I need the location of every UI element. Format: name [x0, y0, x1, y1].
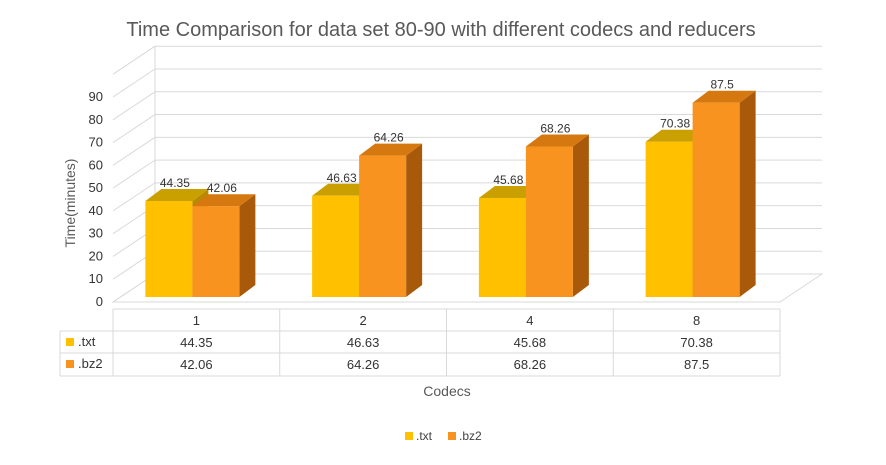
gridline-side — [112, 114, 156, 143]
gridline-side — [112, 91, 156, 121]
bar-bz2-2 — [359, 155, 407, 297]
chart-title: Time Comparison for data set 80-90 with … — [126, 19, 755, 41]
table-cell: 45.68 — [514, 335, 547, 350]
bar-txt-2 — [312, 195, 360, 297]
table-cell: 70.38 — [680, 335, 713, 350]
table-cell: 87.5 — [684, 357, 709, 372]
table-series-name: .bz2 — [78, 356, 103, 371]
data-label: 87.5 — [710, 78, 734, 92]
y-tick-label: 10 — [89, 271, 103, 286]
data-label: 42.06 — [207, 181, 237, 195]
data-label: 44.35 — [160, 176, 190, 190]
gridline-side — [112, 136, 156, 166]
data-labels: 44.35 42.06 46.63 64.26 45.68 68.26 70.38 87.5 — [160, 78, 734, 196]
legend-key-bz2 — [448, 432, 456, 440]
y-axis-label: Time(minutes) — [62, 159, 78, 248]
legend-key-txt — [405, 432, 413, 440]
bar-bz2-4 — [525, 146, 573, 297]
y-tick-label: 60 — [89, 157, 103, 172]
table-cell: 46.63 — [347, 335, 380, 350]
y-tick-label: 80 — [89, 112, 103, 127]
legend-label: .bz2 — [459, 429, 482, 443]
legend: .txt .bz2 — [405, 429, 482, 443]
y-tick-label: 50 — [89, 180, 103, 195]
data-label: 68.26 — [540, 122, 570, 136]
bar-bz2-8 — [692, 102, 740, 297]
data-label: 64.26 — [374, 131, 404, 145]
legend-label: .txt — [416, 429, 433, 443]
x-axis-label: Codecs — [423, 383, 470, 399]
x-tick-label: 2 — [360, 313, 367, 328]
y-tick-label: 0 — [96, 294, 103, 309]
bar-txt-1 — [145, 200, 193, 297]
bars — [145, 90, 756, 297]
data-table: 1 2 4 8 .txt 44.35 46.63 45.68 70.38 .bz2 42.06 64.… — [59, 308, 781, 377]
bar-side-bz2-1 — [239, 194, 256, 297]
bar-txt-4 — [478, 197, 526, 297]
gridline-side — [112, 159, 156, 189]
bar-top-bz2-8 — [692, 90, 756, 103]
data-label: 46.63 — [327, 171, 357, 185]
table-legend-key — [66, 360, 74, 368]
bar-bz2-1 — [192, 206, 240, 297]
bar-top-bz2-4 — [525, 134, 589, 147]
y-tick-label: 70 — [89, 135, 103, 150]
y-tick-label: 40 — [89, 203, 103, 218]
bar-top-txt-1 — [145, 188, 209, 201]
gridline-side — [112, 182, 156, 212]
gridline-side — [112, 45, 156, 75]
table-cell: 44.35 — [180, 335, 213, 350]
bar-top-bz2-2 — [359, 143, 423, 156]
x-tick-label: 1 — [193, 313, 200, 328]
x-tick-label: 4 — [526, 313, 533, 328]
gridline-side — [112, 68, 156, 98]
bar-side-bz2-2 — [406, 143, 423, 297]
data-label: 45.68 — [493, 173, 523, 187]
table-cell: 64.26 — [347, 357, 380, 372]
bar-txt-8 — [645, 141, 693, 297]
table-series-name: .txt — [78, 334, 96, 349]
table-legend-key — [66, 338, 74, 346]
data-label: 70.38 — [660, 117, 690, 131]
table-cell: 68.26 — [514, 357, 547, 372]
bar-top-bz2-1 — [192, 194, 256, 207]
y-tick-label: 30 — [89, 226, 103, 241]
x-tick-label: 8 — [693, 313, 700, 328]
table-cell: 42.06 — [180, 357, 213, 372]
bar-side-bz2-4 — [572, 134, 589, 297]
y-axis-ticks: 0 10 20 30 40 50 60 70 80 90 — [89, 89, 103, 309]
bar-side-bz2-8 — [739, 90, 756, 297]
y-tick-label: 20 — [89, 248, 103, 263]
y-tick-label: 90 — [89, 89, 103, 104]
